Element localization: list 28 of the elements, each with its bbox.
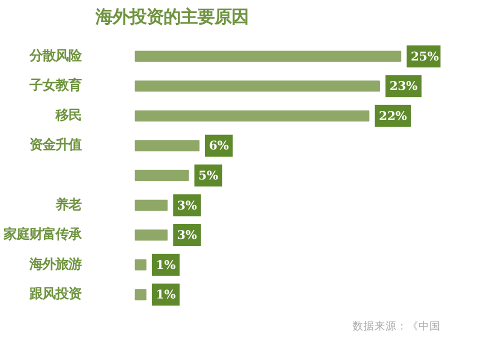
y-tick-label: 资金升值 bbox=[30, 137, 82, 154]
bar bbox=[134, 50, 402, 62]
y-tick-label: 养老 bbox=[54, 196, 82, 213]
bar bbox=[134, 140, 200, 152]
data-label: 23% bbox=[389, 79, 418, 94]
chart-title: 海外投资的主要原因 bbox=[94, 8, 248, 28]
data-label: 25% bbox=[410, 49, 440, 64]
bar bbox=[134, 170, 189, 182]
y-tick-label: 移民 bbox=[54, 108, 82, 124]
data-label: 3% bbox=[177, 198, 198, 212]
y-tick-label: 子女教育 bbox=[28, 78, 82, 94]
data-label: 1% bbox=[156, 258, 176, 272]
source-note: 数据来源：《中国 bbox=[352, 320, 440, 332]
y-tick-label: 家庭财富传承 bbox=[2, 226, 82, 243]
y-tick-label: 分散风险 bbox=[28, 48, 82, 64]
y-tick-label: 跟风投资 bbox=[28, 287, 82, 302]
data-label: 3% bbox=[177, 228, 198, 242]
bar bbox=[134, 289, 146, 300]
data-label: 1% bbox=[156, 288, 176, 302]
data-label: 5% bbox=[198, 168, 219, 182]
data-label: 22% bbox=[378, 108, 408, 123]
data-label: 6% bbox=[209, 138, 230, 153]
bar bbox=[134, 200, 168, 211]
bar bbox=[134, 229, 168, 241]
bar bbox=[134, 110, 370, 122]
bar bbox=[134, 80, 380, 92]
y-tick-label: 海外旅游 bbox=[28, 256, 82, 272]
bar bbox=[134, 259, 146, 270]
